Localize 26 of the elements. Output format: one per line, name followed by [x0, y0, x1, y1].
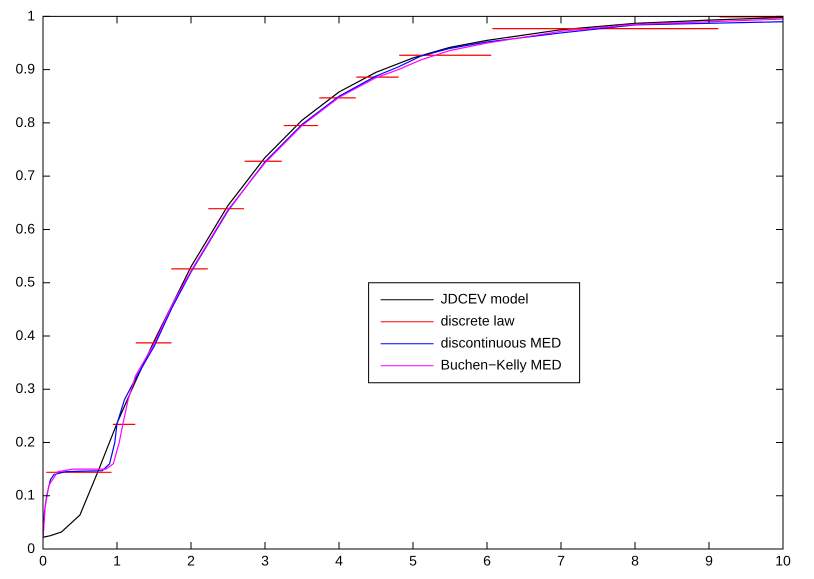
x-tick-label: 4 — [335, 552, 344, 568]
y-tick-label: 1 — [27, 7, 36, 24]
y-tick-label: 0.6 — [16, 220, 36, 236]
y-tick-label: 0.2 — [16, 433, 36, 450]
legend-label: discontinuous MED — [440, 334, 562, 351]
y-tick-label: 0.8 — [16, 114, 36, 130]
y-tick-label: 0.1 — [16, 486, 36, 503]
y-tick-label: 0.4 — [16, 326, 36, 343]
x-tick-label: 2 — [187, 552, 196, 568]
legend-label: JDCEV model — [440, 290, 529, 307]
x-tick-label: 5 — [409, 552, 418, 568]
x-tick-label: 7 — [557, 552, 566, 568]
x-tick-label: 8 — [631, 552, 640, 568]
legend-label: Buchen−Kelly MED — [440, 356, 562, 373]
x-tick-label: 0 — [39, 552, 48, 568]
y-tick-label: 0 — [27, 540, 36, 556]
x-tick-label: 3 — [261, 552, 270, 568]
y-tick-label: 0.9 — [16, 60, 36, 77]
y-tick-label: 0.3 — [16, 380, 36, 396]
x-tick-label: 6 — [483, 552, 492, 568]
y-tick-label: 0.7 — [16, 167, 36, 184]
legend-label: discrete law — [440, 312, 516, 329]
x-tick-label: 1 — [113, 552, 122, 568]
x-tick-label: 10 — [775, 552, 791, 568]
x-tick-label: 9 — [705, 552, 714, 568]
y-tick-label: 0.5 — [16, 274, 36, 290]
